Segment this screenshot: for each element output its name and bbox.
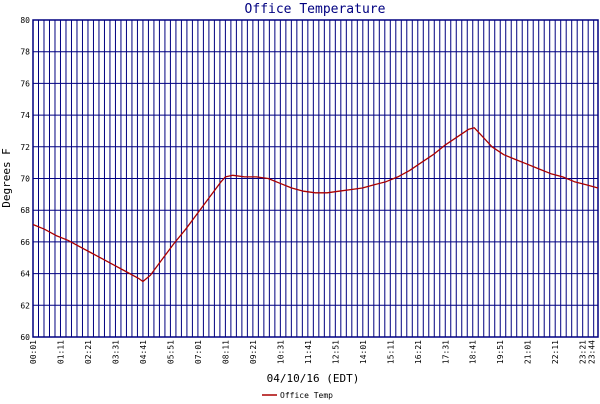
x-tick-label: 19:51: [496, 340, 505, 364]
x-tick-label: 14:01: [359, 340, 368, 364]
x-tick-label: 01:11: [56, 340, 65, 364]
x-tick-label: 02:21: [84, 340, 93, 364]
y-tick-label: 64: [20, 270, 30, 279]
plot-area: 60 62 64 66 68 70 72 74 76 78 80 00:01 01:11 02:21 03:…: [20, 16, 599, 364]
y-tick-label: 78: [20, 48, 30, 57]
y-tick-label: 76: [20, 79, 30, 88]
x-tick-label: 17:31: [441, 340, 450, 364]
x-tick-label: 11:41: [304, 340, 313, 364]
x-tick-label: 23:21: [579, 340, 588, 364]
y-tick-label: 74: [20, 111, 30, 120]
y-tick-label: 60: [20, 333, 30, 342]
x-tick-label: 04:41: [139, 340, 148, 364]
y-axis-label: Degrees F: [0, 148, 13, 208]
x-tick-label: 00:01: [29, 340, 38, 364]
series-line-office-temp: [32, 127, 599, 283]
x-tick-label: 09:21: [249, 340, 258, 364]
y-tick-label: 80: [20, 16, 30, 25]
x-tick-label: 10:31: [276, 340, 285, 364]
legend: Office Temp: [262, 391, 333, 400]
legend-label-office-temp: Office Temp: [280, 391, 333, 400]
plot-frame: [32, 19, 599, 338]
x-tick-label: 22:11: [551, 340, 560, 364]
y-tick-label: 68: [20, 206, 30, 215]
x-tick-label: 08:11: [221, 340, 230, 364]
x-tick-label: 18:41: [469, 340, 478, 364]
x-axis-label: 04/10/16 (EDT): [267, 372, 360, 385]
x-tick-label: 16:21: [414, 340, 423, 364]
x-tick-label: 12:51: [331, 340, 340, 364]
y-tick-label: 70: [20, 175, 30, 184]
x-tick-label: 05:51: [166, 340, 175, 364]
chart-title: Office Temperature: [245, 2, 386, 17]
y-tick-label: 66: [20, 238, 30, 247]
x-tick-label: 15:11: [386, 340, 395, 364]
x-tick-label: 07:01: [194, 340, 203, 364]
x-tick-label: 23:44: [588, 340, 597, 364]
x-tick-label: 21:01: [524, 340, 533, 364]
y-tick-label: 72: [20, 143, 30, 152]
x-tick-label: 03:31: [111, 340, 120, 364]
y-tick-label: 62: [20, 301, 30, 310]
